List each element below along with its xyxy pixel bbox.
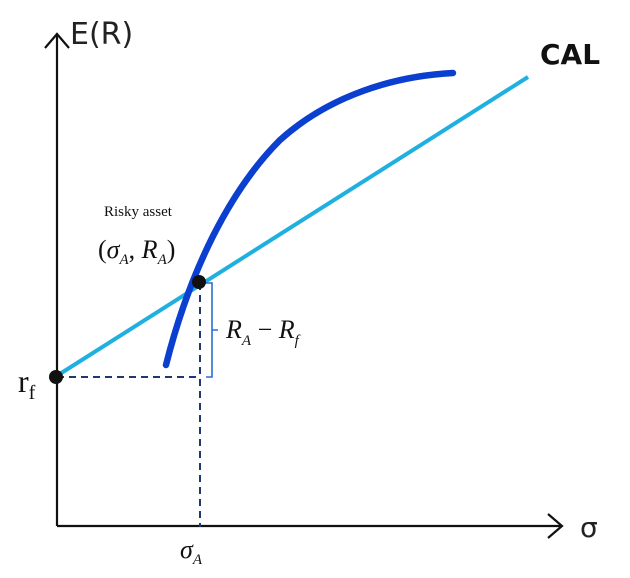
risk-free-point	[49, 370, 63, 384]
risky-asset-point	[192, 275, 206, 289]
x-axis-label: σ	[580, 511, 598, 544]
risk-premium-bracket	[206, 282, 218, 378]
cal-line	[53, 75, 530, 379]
sigma-a-tick-label: σA	[180, 535, 203, 568]
risky-asset-coords: (σA, RA)	[98, 235, 175, 268]
x-axis-arrowhead	[547, 513, 564, 539]
efficient-frontier-curve	[162, 69, 457, 369]
y-axis-label: E(R)	[70, 17, 133, 52]
cal-label: CAL	[540, 38, 600, 71]
risk-premium-label: RA − Rf	[225, 315, 301, 349]
risky-asset-caption: Risky asset	[104, 204, 173, 220]
y-axis-arrowhead	[44, 32, 70, 49]
risk-free-label: rf	[18, 363, 36, 404]
